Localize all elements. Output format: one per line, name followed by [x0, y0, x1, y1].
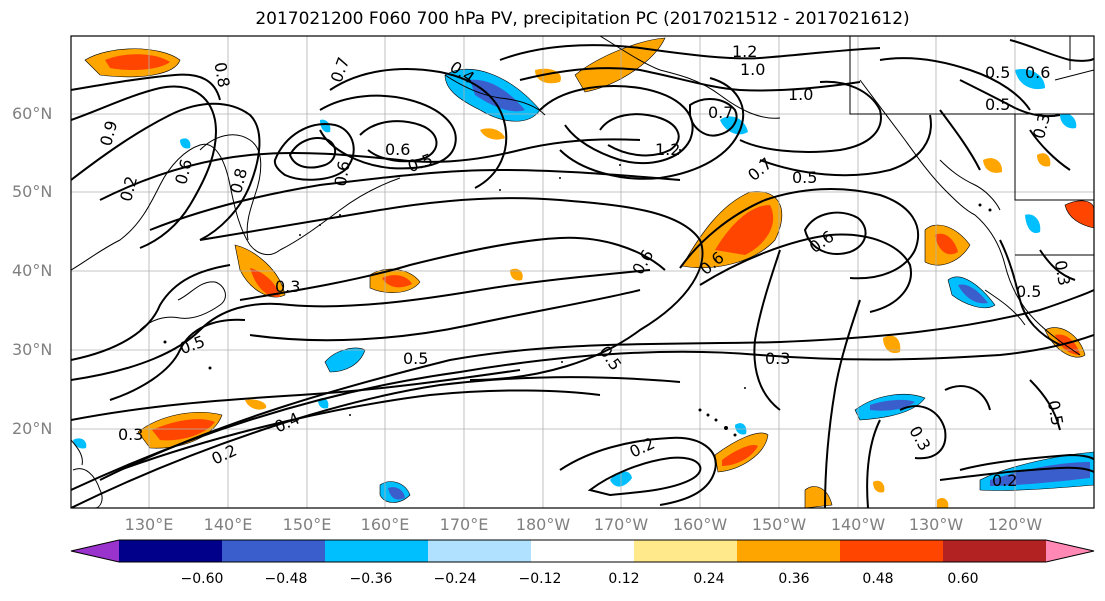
contour-label: 0.5 — [403, 349, 428, 368]
colorbar-tick-label: 0.12 — [608, 571, 640, 587]
contour-label: 0.5 — [792, 168, 817, 187]
colorbar-bin — [840, 540, 944, 562]
contour-label: 0.5 — [1044, 399, 1067, 427]
colorbar-bin — [943, 540, 1047, 562]
contour-label: 0.3 — [765, 349, 790, 368]
lon-label-160w: 160°W — [672, 515, 728, 534]
colorbar — [70, 539, 1095, 563]
contour-label: 0.5 — [1016, 282, 1041, 301]
map-content: 0.8 0.7 0.4 1.2 1.0 0.5 0.5 1.0 0.6 0.3 … — [71, 36, 1094, 508]
colorbar-arrow-right — [1046, 540, 1094, 562]
lon-label-120w: 120°W — [987, 515, 1043, 534]
lat-label-40n: 40°N — [12, 261, 53, 280]
colorbar-arrow-left — [71, 540, 119, 562]
colorbar-bin — [222, 540, 326, 562]
contour-label: 0.3 — [905, 423, 934, 455]
contour-label: 1.2 — [732, 42, 757, 61]
contour-label: 0.5 — [985, 95, 1010, 114]
contour-label: 0.6 — [1025, 63, 1050, 82]
map-title: 2017021200 F060 700 hPa PV, precipitatio… — [255, 9, 910, 29]
contour-label: 0.2 — [627, 434, 658, 462]
contour-label: 0.6 — [331, 159, 354, 187]
contour-label: 0.7 — [744, 154, 776, 185]
colorbar-tick-label: −0.36 — [349, 571, 393, 587]
contour-label: 0.6 — [385, 140, 410, 159]
lon-label-180w: 180°W — [515, 515, 571, 534]
colorbar-bin — [634, 540, 738, 562]
lon-label-160e: 160°E — [360, 515, 410, 534]
contour-label: 0.2 — [209, 441, 240, 469]
lat-label-50n: 50°N — [12, 182, 53, 201]
contour-label: 1.2 — [655, 140, 680, 159]
contour-label: 0.3 — [275, 277, 300, 296]
lon-label-130e: 130°E — [124, 515, 174, 534]
contour-label: 0.3 — [1051, 259, 1074, 287]
colorbar-bin — [428, 540, 532, 562]
lon-label-140e: 140°E — [203, 515, 253, 534]
contour-label: 0.3 — [1029, 111, 1054, 141]
islands — [163, 149, 992, 437]
pv-contours — [71, 39, 1094, 508]
plot-frame — [70, 35, 1095, 509]
contour-label: 0.9 — [96, 119, 121, 149]
colorbar-tick-label: 0.24 — [693, 571, 725, 587]
contour-label: 0.2 — [992, 471, 1017, 490]
colorbar-tick-label: 0.60 — [947, 571, 979, 587]
colorbar-bin — [531, 540, 635, 562]
lat-label-20n: 20°N — [12, 419, 53, 438]
contour-label: 0.2 — [116, 174, 141, 204]
colorbar-tick-label: −0.60 — [180, 571, 224, 587]
contour-label: 1.0 — [788, 85, 813, 104]
colorbar-tick-label: −0.24 — [433, 571, 477, 587]
contour-label: 0.6 — [806, 227, 838, 257]
lon-label-150e: 150°E — [282, 515, 332, 534]
colorbar-tick-label: −0.12 — [518, 571, 562, 587]
contour-label: 0.8 — [210, 61, 233, 89]
lat-label-60n: 60°N — [12, 104, 53, 123]
coastlines — [71, 36, 1094, 508]
colorbar-tick-label: 0.48 — [862, 571, 894, 587]
contour-label: 0.5 — [985, 63, 1010, 82]
contour-label: 0.5 — [177, 332, 207, 359]
precip-negative-shading — [73, 68, 1094, 503]
colorbar-tick-label: −0.48 — [264, 571, 308, 587]
lon-label-140w: 140°W — [830, 515, 886, 534]
colorbar-tick-label: 0.36 — [778, 571, 810, 587]
contour-label: 1.0 — [740, 60, 765, 79]
contour-label: 0.3 — [118, 425, 143, 444]
lon-label-170w: 170°W — [593, 515, 649, 534]
lat-label-30n: 30°N — [12, 340, 53, 359]
colorbar-bin — [737, 540, 841, 562]
lon-label-150w: 150°W — [751, 515, 807, 534]
contour-label: 0.7 — [708, 103, 733, 122]
colorbar-bin — [325, 540, 429, 562]
contour-label: 0.6 — [171, 157, 196, 187]
lon-label-130w: 130°W — [908, 515, 964, 534]
colorbar-bin — [119, 540, 223, 562]
lon-label-170e: 170°E — [439, 515, 489, 534]
colorbar-outline — [70, 539, 1095, 563]
